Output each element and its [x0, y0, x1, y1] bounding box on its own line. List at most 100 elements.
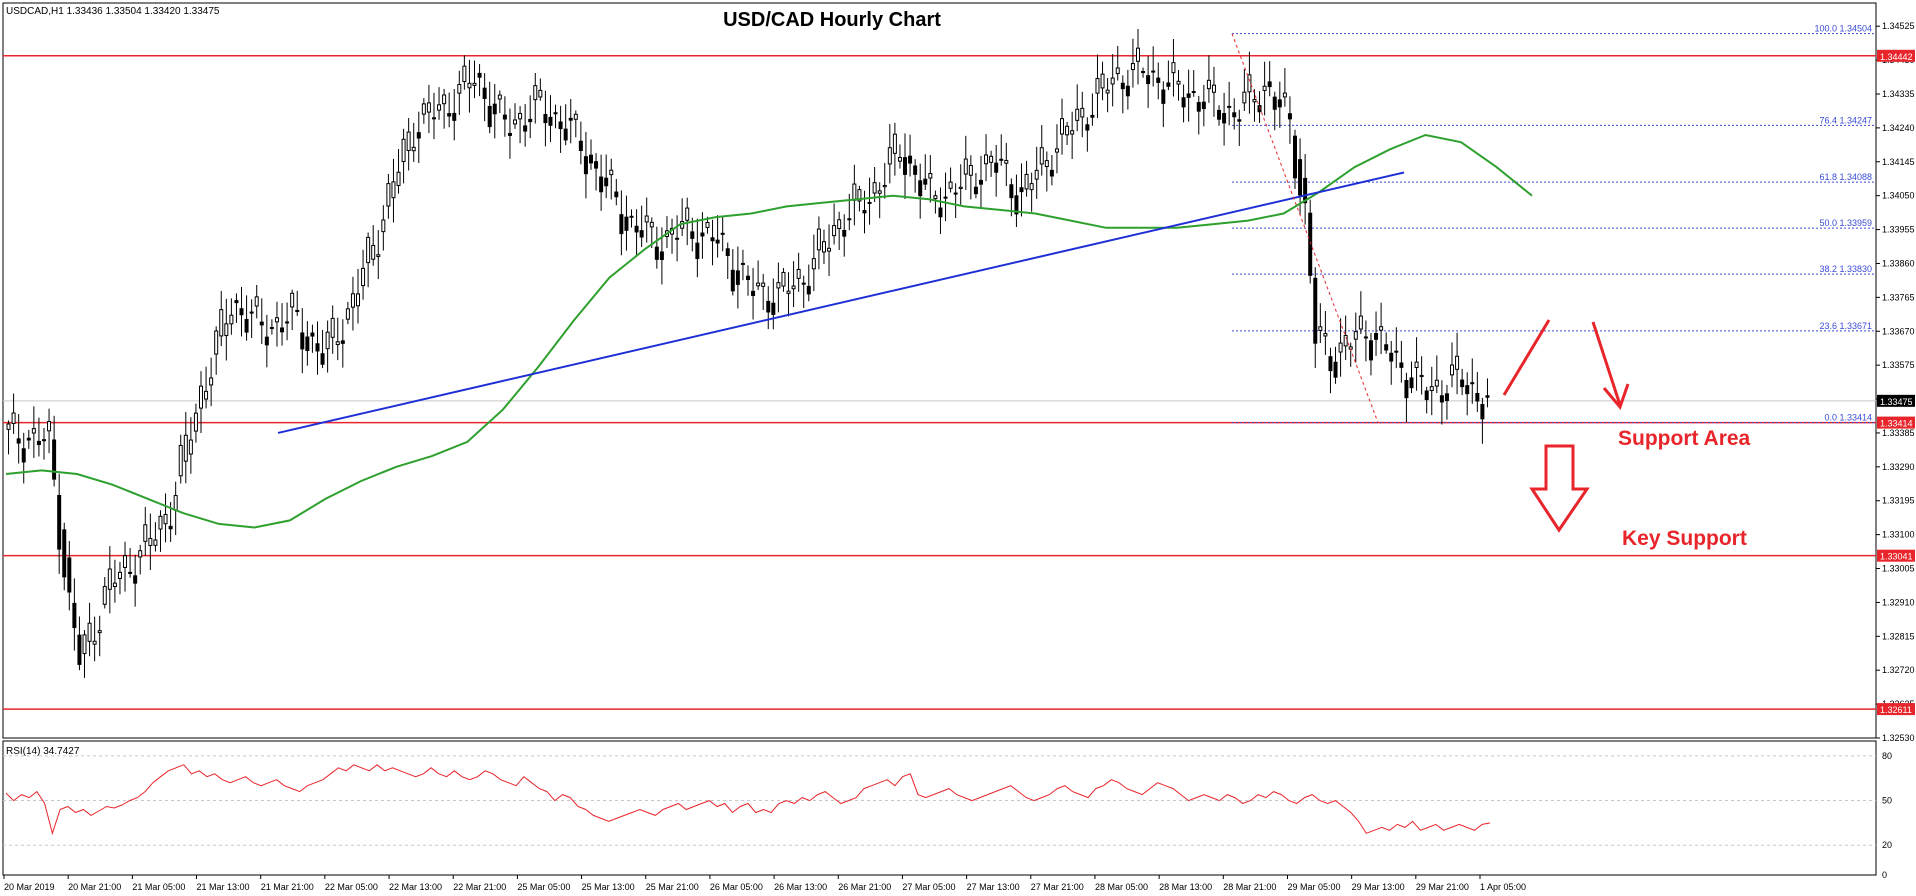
- horizontal-levels: 1.34442 1.33414 1.33041 1.32611: [3, 49, 1915, 716]
- price-tick-label: 1.32530: [1882, 733, 1915, 743]
- fib-level-label: 100.0 1.34504: [1814, 24, 1872, 34]
- candle-body: [1065, 125, 1070, 136]
- candle-body: [188, 439, 193, 455]
- candle-body: [467, 82, 472, 89]
- candle-body: [1115, 67, 1120, 75]
- candle-body: [1201, 101, 1206, 110]
- candle-body: [978, 179, 983, 185]
- candle-body: [1399, 362, 1404, 368]
- candle-body: [740, 262, 745, 265]
- candle-body: [361, 267, 366, 287]
- candle-body: [26, 437, 31, 441]
- price-tick-label: 1.33860: [1882, 258, 1915, 268]
- candle-body: [690, 231, 695, 239]
- level-tag: [1877, 49, 1915, 62]
- candle-body: [1460, 379, 1465, 388]
- candle-body: [1247, 74, 1252, 93]
- candle-body: [538, 89, 543, 98]
- candle-body: [791, 285, 796, 290]
- candle-body: [644, 215, 649, 223]
- candle-body: [1191, 91, 1196, 94]
- candle-body: [1282, 92, 1287, 98]
- candle-body: [1252, 98, 1257, 103]
- candle-body: [1419, 374, 1424, 378]
- price-tick-label: 1.33385: [1882, 428, 1915, 438]
- candle-body: [426, 102, 431, 113]
- candle-body: [1262, 85, 1267, 91]
- candle-body: [518, 112, 523, 120]
- candle-body: [209, 377, 214, 386]
- candle-body: [852, 183, 857, 201]
- time-tick-label: 27 Mar 21:00: [1031, 882, 1084, 892]
- time-tick-label: 28 Mar 21:00: [1223, 882, 1276, 892]
- candle-body: [1343, 334, 1348, 347]
- candle-body: [112, 582, 117, 588]
- candle-body: [837, 219, 842, 230]
- time-tick-label: 26 Mar 05:00: [710, 882, 763, 892]
- candle-body: [1455, 355, 1460, 370]
- candle-body: [1151, 70, 1156, 73]
- candle-body: [16, 438, 21, 444]
- candle-body: [659, 251, 664, 260]
- candle-body: [715, 239, 720, 244]
- candle-body: [938, 207, 943, 218]
- candle-body: [487, 105, 492, 128]
- price-axis: 1.345251.344301.343351.342401.341451.340…: [3, 21, 1915, 743]
- candle-body: [1267, 81, 1272, 88]
- candle-body: [1039, 147, 1044, 165]
- rsi-tick-label: 50: [1882, 796, 1892, 806]
- candle-body: [523, 125, 528, 132]
- candle-body: [761, 282, 766, 287]
- time-tick-label: 22 Mar 13:00: [389, 882, 442, 892]
- rsi-axis: 80 50 20 0: [3, 751, 1892, 880]
- candle-body: [649, 221, 654, 228]
- price-tick-label: 1.34240: [1882, 123, 1915, 133]
- candle-body: [1374, 332, 1379, 340]
- main-panel-frame: [2, 2, 1877, 739]
- candle-body: [1004, 159, 1009, 164]
- price-tick-label: 1.33100: [1882, 530, 1915, 540]
- candle-body: [1237, 119, 1242, 122]
- candle-body: [1019, 187, 1024, 193]
- candle-body: [330, 317, 335, 338]
- rsi-tick-label: 80: [1882, 751, 1892, 761]
- candle-body: [1135, 47, 1140, 62]
- fib-level-label: 23.6 1.33671: [1819, 321, 1872, 331]
- time-tick-label: 29 Mar 05:00: [1287, 882, 1340, 892]
- candle-body: [497, 94, 502, 100]
- candle-body: [675, 237, 680, 240]
- candle-body: [148, 537, 153, 546]
- candle-body: [609, 169, 614, 176]
- candle-body: [11, 412, 16, 424]
- candle-body: [1257, 105, 1262, 113]
- candle-body: [568, 117, 573, 121]
- candle-body: [629, 215, 634, 218]
- forecast-arrows: [1502, 319, 1630, 410]
- candle-body: [1024, 173, 1029, 190]
- candle-body: [401, 138, 406, 163]
- candle-body: [1049, 169, 1054, 177]
- candle-body: [67, 557, 72, 593]
- candle-body: [1105, 89, 1110, 94]
- candle-body: [1303, 177, 1308, 204]
- candle-body: [62, 529, 67, 578]
- candle-body: [1141, 71, 1146, 74]
- time-tick-label: 27 Mar 13:00: [967, 882, 1020, 892]
- support-area-label: Support Area: [1618, 427, 1751, 450]
- candle-body: [204, 390, 209, 400]
- candle-body: [345, 308, 350, 320]
- candle-body: [862, 210, 867, 214]
- candle-body: [21, 448, 26, 463]
- candle-body: [411, 146, 416, 152]
- candle-body: [1409, 377, 1414, 389]
- candle-body: [163, 514, 168, 525]
- candle-body: [776, 282, 781, 289]
- candle-body: [391, 181, 396, 199]
- level-label: 1.33414: [1880, 419, 1913, 429]
- candle-body: [396, 171, 401, 186]
- candle-body: [1034, 169, 1039, 180]
- candle-body: [1480, 403, 1485, 420]
- candle-body: [1470, 382, 1475, 385]
- candle-body: [528, 118, 533, 123]
